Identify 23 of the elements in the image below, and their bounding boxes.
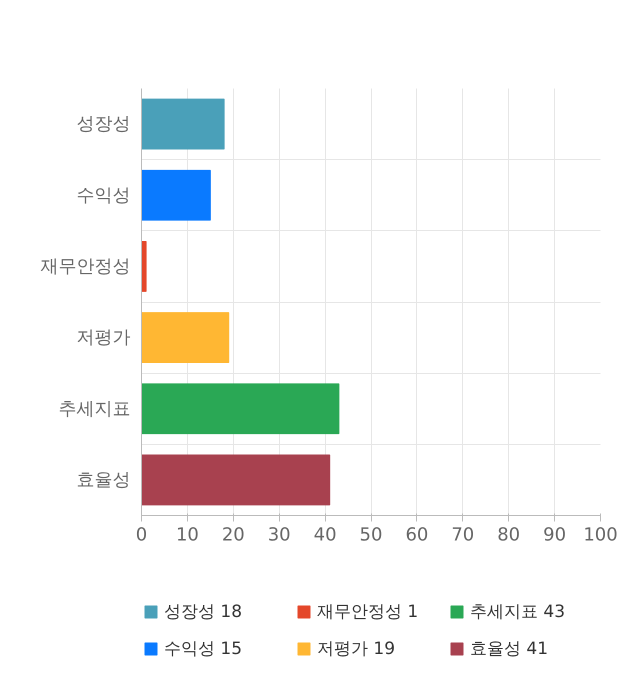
y-tick-label: 저평가 [76,327,130,348]
x-tick-label: 30 [268,524,291,546]
x-tick-label: 80 [497,524,520,546]
y-tick-label: 수익성 [76,184,130,206]
y-tick-label: 효율성 [76,469,130,490]
x-tick-label: 70 [451,524,474,546]
legend-label: 재무안정성 1 [317,601,420,623]
x-tick-label: 20 [222,524,245,546]
y-tick-label: 추세지표 [58,398,130,420]
x-tick-label: 10 [176,524,199,546]
x-tick-label: 0 [136,524,148,546]
legend-label: 추세지표 43 [470,601,566,623]
x-tick-label: 90 [543,524,566,546]
y-tick-label: 재무안정성 [40,256,130,277]
x-tick-label: 50 [360,524,382,546]
legend-label: 효율성 41 [470,638,550,660]
x-tick-label: 40 [314,524,337,546]
legend-label: 성장성 18 [164,601,244,623]
x-tick-label: 60 [405,524,428,546]
y-tick-label: 성장성 [76,114,130,135]
x-tick-label: 100 [583,524,618,546]
legend-label: 수익성 15 [164,638,244,660]
legend-label: 저평가 19 [317,638,396,660]
